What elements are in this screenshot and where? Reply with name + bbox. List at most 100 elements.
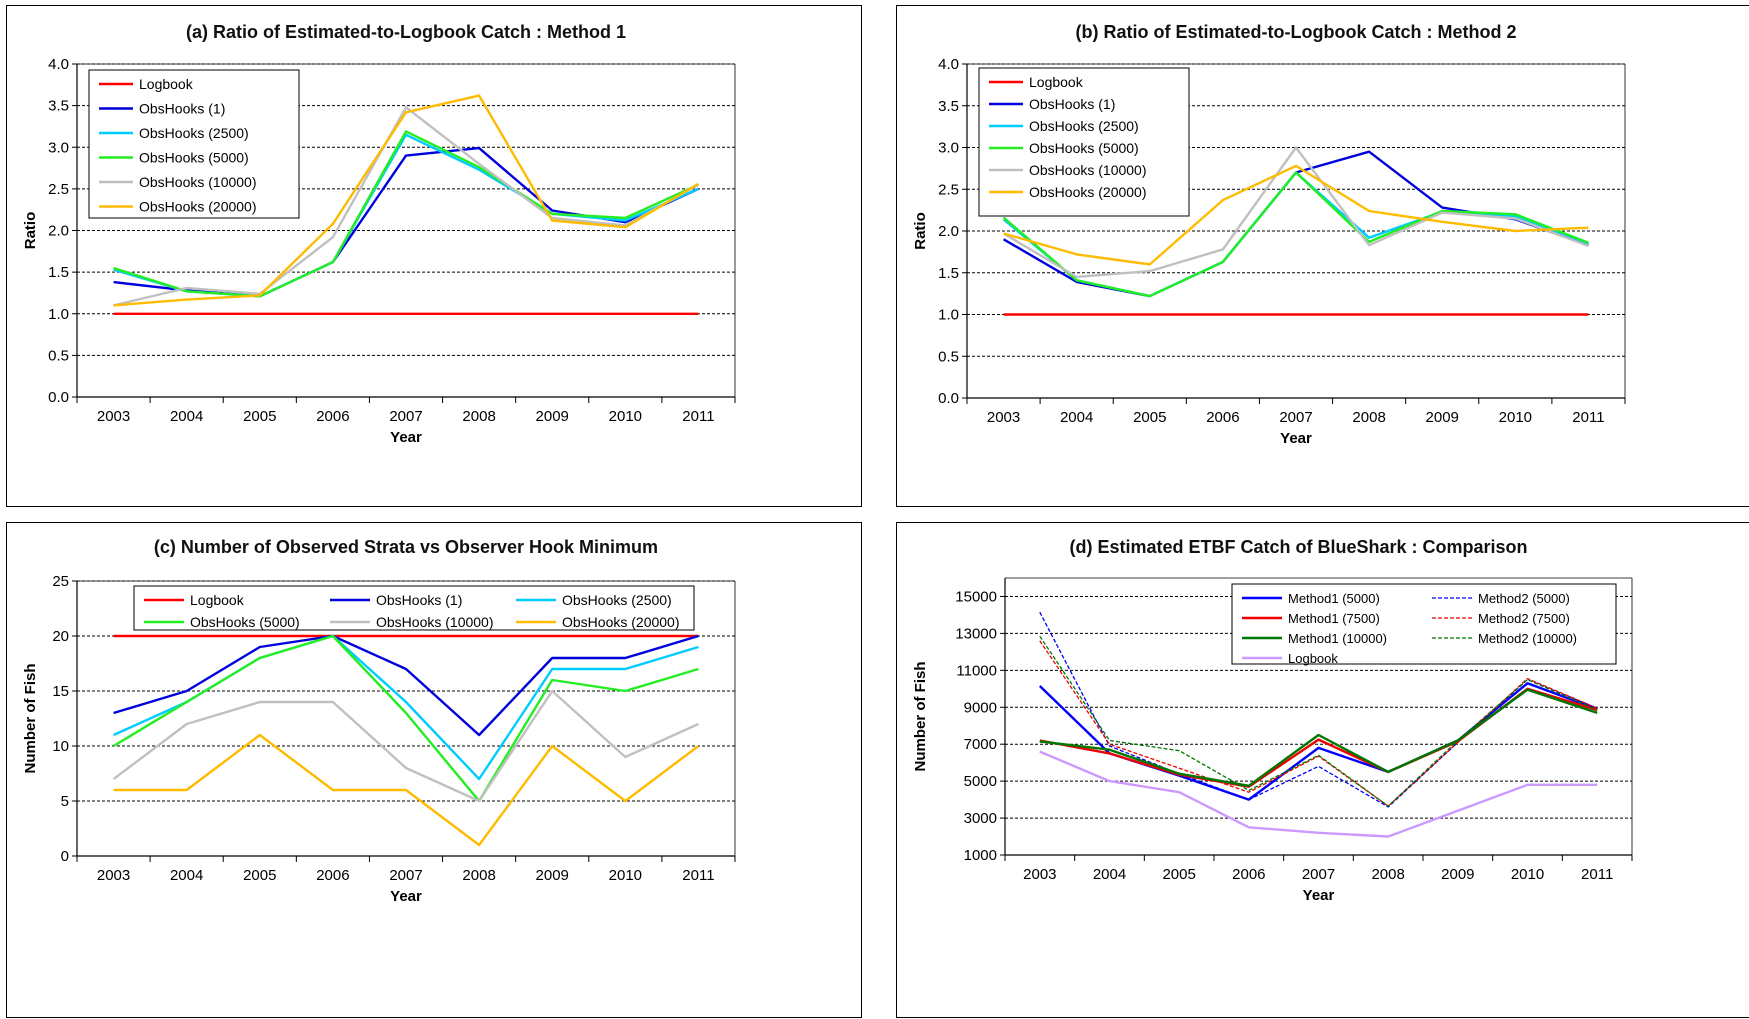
series-line-method2-7500 — [1039, 640, 1598, 807]
y-tick-label: 3000 — [964, 810, 997, 827]
legend-label: ObsHooks (20000) — [1029, 184, 1147, 200]
y-tick-label: 1000 — [964, 847, 997, 864]
y-tick-label: 9000 — [964, 699, 997, 716]
x-tick-label: 2004 — [1060, 409, 1093, 426]
legend-label: Method2 (10000) — [1478, 631, 1577, 646]
chart-3-root: (d) Estimated ETBF Catch of BlueShark : … — [912, 537, 1633, 904]
x-tick-label: 2004 — [170, 867, 203, 884]
x-tick-label: 2003 — [987, 409, 1020, 426]
x-tick-label: 2003 — [97, 408, 130, 425]
x-tick-label: 2003 — [97, 867, 130, 884]
x-tick-label: 2006 — [316, 867, 349, 884]
series-line-obshooks-1 — [113, 634, 699, 737]
x-tick-label: 2006 — [1206, 409, 1239, 426]
x-tick-label: 2011 — [1572, 409, 1604, 426]
legend-label: ObsHooks (5000) — [1029, 140, 1139, 156]
y-tick-label: 2.0 — [938, 223, 959, 240]
x-tick-label: 2003 — [1023, 866, 1056, 883]
y-tick-label: 2.0 — [48, 223, 69, 240]
y-tick-label: 0.5 — [48, 347, 69, 364]
y-tick-label: 2.5 — [48, 181, 69, 198]
x-axis-label: Year — [390, 429, 422, 446]
y-tick-label: 4.0 — [48, 56, 69, 73]
y-tick-label: 20 — [52, 628, 69, 645]
x-tick-label: 2011 — [682, 867, 714, 884]
legend-label: ObsHooks (1) — [139, 101, 225, 117]
y-tick-label: 5000 — [964, 773, 997, 790]
legend-label: Logbook — [1288, 651, 1338, 666]
chart-a-svg: (a) Ratio of Estimated-to-Logbook Catch … — [22, 22, 736, 446]
series-line-obshooks-20000 — [113, 733, 700, 847]
legend-label: ObsHooks (10000) — [376, 614, 494, 630]
legend-label: ObsHooks (2500) — [562, 592, 672, 608]
x-tick-label: 2007 — [389, 408, 422, 425]
chart-panel-a: (a) Ratio of Estimated-to-Logbook Catch … — [6, 5, 862, 507]
x-axis-label: Year — [390, 888, 422, 905]
legend-label: Logbook — [190, 592, 245, 608]
series-line-obshooks-10000 — [1002, 146, 1589, 279]
legend-label: Method2 (5000) — [1478, 591, 1570, 606]
y-tick-label: 3.0 — [48, 139, 69, 156]
x-tick-label: 2004 — [1093, 866, 1126, 883]
x-tick-label: 2008 — [462, 408, 495, 425]
x-tick-label: 2004 — [170, 408, 203, 425]
y-tick-label: 7000 — [964, 736, 997, 753]
y-tick-label: 1.5 — [48, 264, 69, 281]
y-tick-label: 0.0 — [48, 389, 69, 406]
legend-label: ObsHooks (10000) — [139, 174, 257, 190]
legend-label: ObsHooks (5000) — [139, 150, 249, 166]
legend-label: ObsHooks (20000) — [139, 199, 257, 215]
x-tick-label: 2005 — [243, 867, 276, 884]
legend-label: Method1 (10000) — [1288, 631, 1387, 646]
series-line-obshooks-20000 — [1003, 164, 1589, 266]
x-tick-label: 2007 — [1302, 866, 1335, 883]
chart-c-svg: (c) Number of Observed Strata vs Observe… — [22, 537, 736, 905]
x-tick-label: 2009 — [536, 867, 569, 884]
legend-label: Method1 (7500) — [1288, 611, 1380, 626]
x-tick-label: 2005 — [1133, 409, 1166, 426]
y-tick-label: 3.0 — [938, 140, 959, 157]
chart-panel-c: (c) Number of Observed Strata vs Observe… — [6, 522, 862, 1018]
x-tick-label: 2007 — [389, 867, 422, 884]
x-tick-label: 2007 — [1279, 409, 1312, 426]
y-tick-label: 1.0 — [938, 307, 959, 324]
x-axis-label: Year — [1280, 430, 1312, 447]
series-line-obshooks-10000 — [112, 689, 699, 803]
series-line-obshooks-20000 — [113, 94, 700, 307]
x-tick-label: 2010 — [609, 867, 642, 884]
legend-label: ObsHooks (2500) — [1029, 118, 1139, 134]
legend-label: ObsHooks (20000) — [562, 614, 680, 630]
y-tick-label: 5 — [61, 793, 69, 810]
legend-label: Logbook — [1029, 74, 1084, 90]
y-tick-label: 1.0 — [48, 306, 69, 323]
series-line-method1-10000 — [1039, 688, 1598, 787]
x-tick-label: 2006 — [316, 408, 349, 425]
legend-label: Method2 (7500) — [1478, 611, 1570, 626]
x-tick-label: 2011 — [682, 408, 714, 425]
x-tick-label: 2010 — [1511, 866, 1544, 883]
y-tick-label: 0 — [61, 848, 69, 865]
legend-box — [1231, 583, 1617, 665]
y-axis-label: Number of Fish — [22, 663, 39, 773]
y-tick-label: 10 — [52, 738, 69, 755]
series-line-obshooks-10000 — [113, 106, 699, 307]
y-tick-label: 3.5 — [48, 98, 69, 115]
y-tick-label: 2.5 — [938, 181, 959, 198]
x-tick-label: 2008 — [1371, 866, 1404, 883]
y-axis-label: Ratio — [22, 212, 39, 250]
legend-label: ObsHooks (10000) — [1029, 162, 1147, 178]
x-tick-label: 2010 — [1499, 409, 1532, 426]
chart-panel-d: (d) Estimated ETBF Catch of BlueShark : … — [896, 522, 1749, 1018]
legend-label: ObsHooks (1) — [1029, 96, 1115, 112]
legend-label: ObsHooks (2500) — [139, 125, 249, 141]
chart-1-root: (b) Ratio of Estimated-to-Logbook Catch … — [912, 22, 1626, 447]
series-line-method1-7500 — [1039, 687, 1598, 788]
y-tick-label: 15 — [52, 683, 69, 700]
y-tick-label: 1.5 — [938, 265, 959, 282]
x-tick-label: 2009 — [536, 408, 569, 425]
y-tick-label: 13000 — [955, 625, 997, 642]
series-line-method2-10000 — [1039, 635, 1598, 807]
y-tick-label: 11000 — [956, 662, 997, 679]
y-tick-label: 0.5 — [938, 348, 959, 365]
chart-title: (a) Ratio of Estimated-to-Logbook Catch … — [186, 22, 626, 42]
